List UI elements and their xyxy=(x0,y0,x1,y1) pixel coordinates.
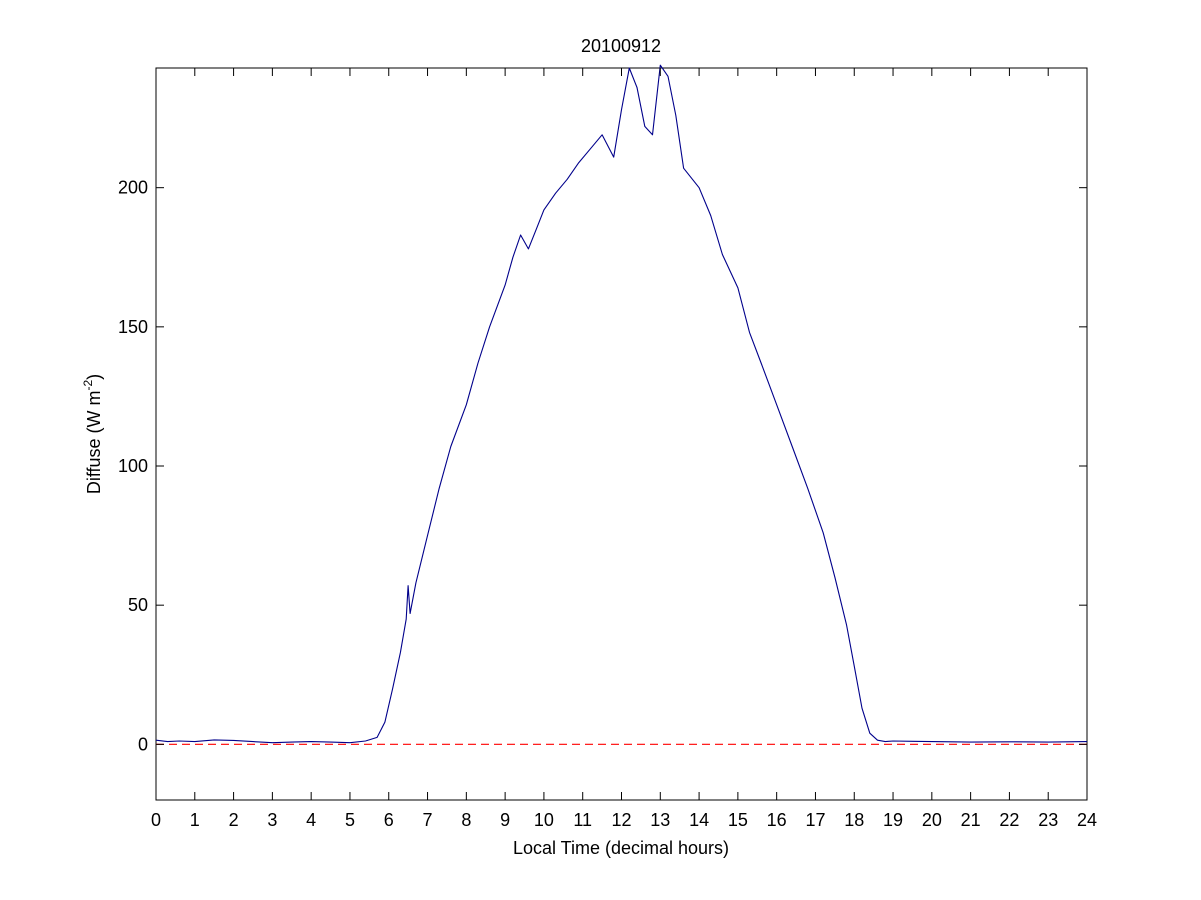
x-tick-label: 24 xyxy=(1077,810,1097,830)
x-tick-label: 6 xyxy=(384,810,394,830)
x-tick-label: 22 xyxy=(999,810,1019,830)
x-tick-label: 8 xyxy=(461,810,471,830)
axes-box xyxy=(155,67,1088,801)
x-tick-label: 20 xyxy=(922,810,942,830)
x-tick-label: 3 xyxy=(267,810,277,830)
y-tick-label: 200 xyxy=(118,178,148,198)
x-tick-label: 16 xyxy=(767,810,787,830)
x-tick-label: 2 xyxy=(229,810,239,830)
y-axis-label-main: Diffuse (W m xyxy=(84,390,104,494)
x-tick-label: 21 xyxy=(961,810,981,830)
x-tick-label: 10 xyxy=(534,810,554,830)
x-tick-label: 11 xyxy=(573,810,592,830)
x-tick-label: 13 xyxy=(650,810,670,830)
x-tick-label: 9 xyxy=(500,810,510,830)
y-tick-label: 0 xyxy=(138,734,148,754)
y-tick-label: 50 xyxy=(128,595,148,615)
y-axis-label-close: ) xyxy=(84,374,104,380)
x-tick-label: 1 xyxy=(190,810,200,830)
chart-title: 20100912 xyxy=(581,36,661,56)
y-axis-ticks: 0 50 100 150 200 xyxy=(118,178,1087,754)
x-tick-label: 0 xyxy=(151,810,161,830)
x-axis-label: Local Time (decimal hours) xyxy=(513,838,729,858)
x-tick-label: 15 xyxy=(728,810,748,830)
x-tick-label: 14 xyxy=(689,810,709,830)
x-tick-label: 12 xyxy=(611,810,631,830)
diffuse-series-line xyxy=(155,64,1088,744)
x-tick-label: 7 xyxy=(423,810,433,830)
x-tick-label: 17 xyxy=(805,810,825,830)
plot-area: 0 1 2 3 4 5 6 7 8 9 10 11 12 13 14 15 16 17 18 19 20 21 22 23 24… xyxy=(118,64,1097,830)
y-axis-label: Diffuse (W m-2) xyxy=(81,374,104,494)
y-tick-label: 100 xyxy=(118,456,148,476)
x-tick-label: 5 xyxy=(345,810,355,830)
x-tick-label: 4 xyxy=(306,810,316,830)
x-tick-label: 19 xyxy=(883,810,903,830)
x-tick-label: 18 xyxy=(844,810,864,830)
y-axis-label-superscript: -2 xyxy=(81,379,95,390)
y-tick-label: 150 xyxy=(118,317,148,337)
x-tick-label: 23 xyxy=(1038,810,1058,830)
x-axis-ticks: 0 1 2 3 4 5 6 7 8 9 10 11 12 13 14 15 16 17 18 19 20 21 22 23 24 xyxy=(151,68,1097,830)
